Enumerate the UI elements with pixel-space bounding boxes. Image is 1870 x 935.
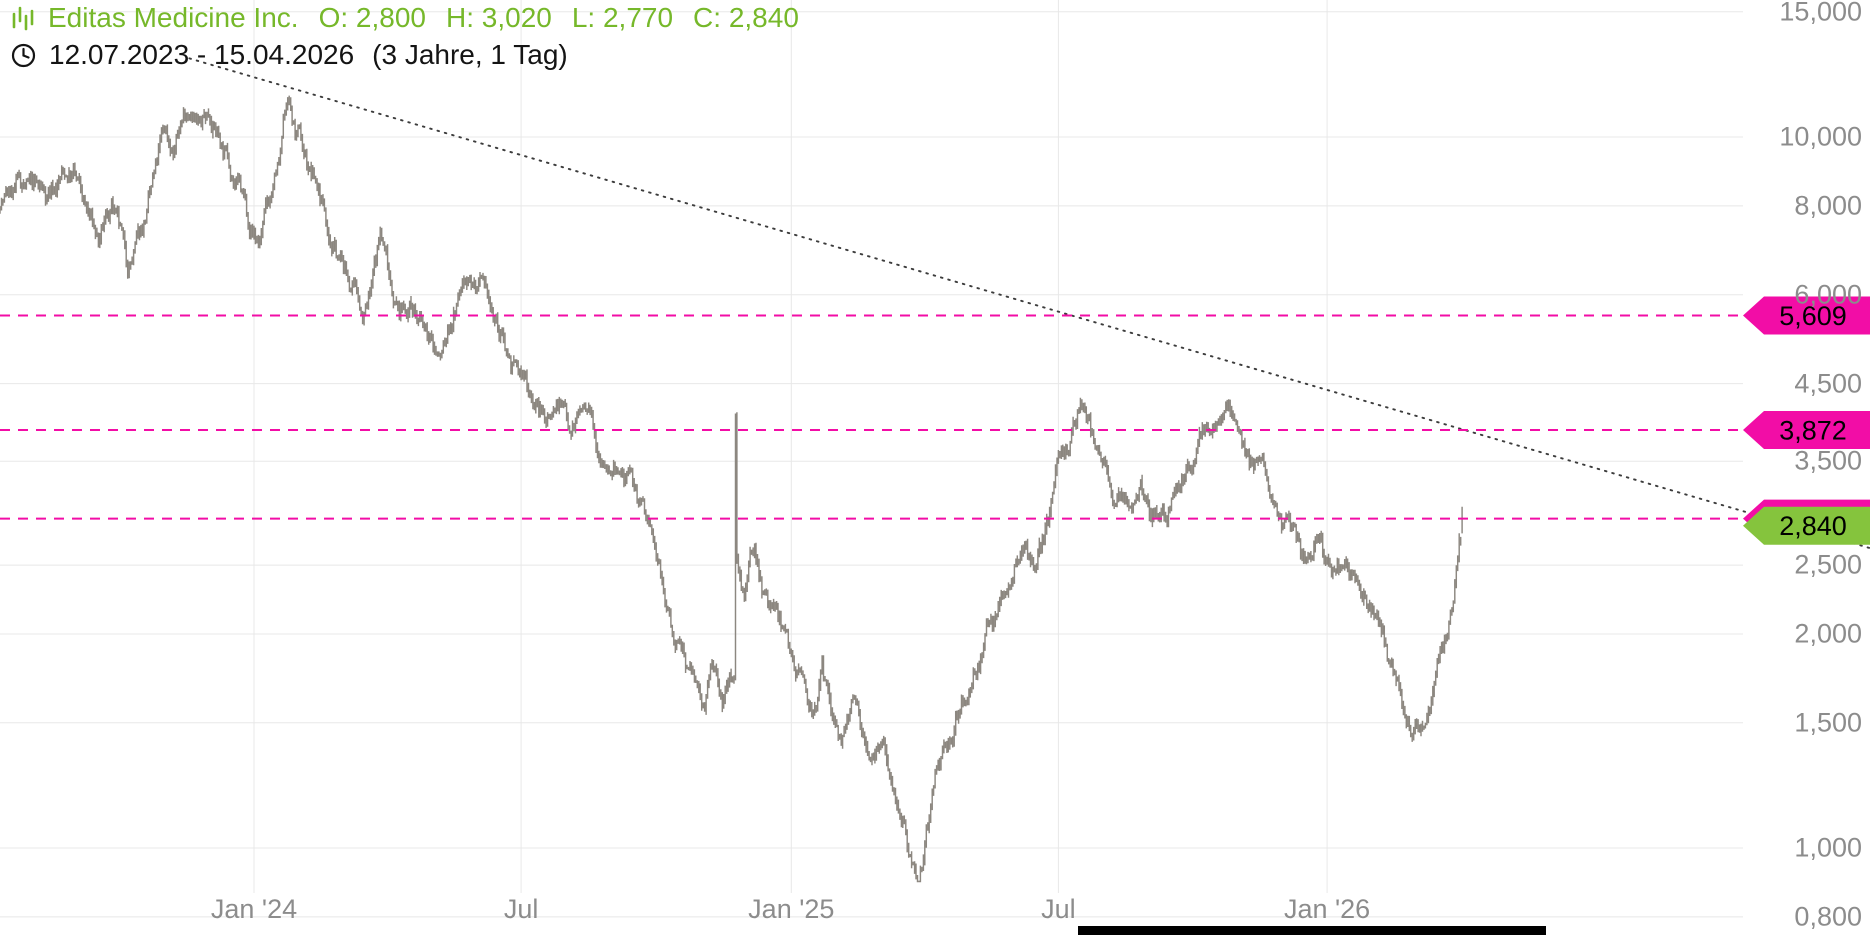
x-axis-label: Jul: [1041, 894, 1076, 924]
x-axis-label: Jan '24: [210, 894, 298, 924]
price-level-tag: 5,609: [1743, 296, 1870, 335]
y-axis-label: 4,500: [1794, 368, 1862, 399]
ohlc-close: C: 2,840: [693, 2, 799, 33]
y-axis-label: 1,000: [1794, 832, 1862, 863]
y-axis-label: 3,500: [1794, 445, 1862, 476]
price-series: [0, 95, 1463, 883]
instrument-line: Editas Medicine Inc. O: 2,800 H: 3,020 L…: [10, 2, 799, 34]
current-price-tag: 2,840: [1743, 506, 1870, 545]
x-axis-label: Jan '25: [748, 894, 835, 924]
chart-header: Editas Medicine Inc. O: 2,800 H: 3,020 L…: [10, 2, 799, 71]
ohlc-high: H: 3,020: [445, 2, 552, 33]
svg-text:3,872: 3,872: [1779, 416, 1847, 446]
x-axis-label: Jul: [503, 894, 539, 924]
y-axis-label: 8,000: [1794, 190, 1862, 221]
clock-icon: [11, 43, 36, 67]
y-axis-label: 2,000: [1794, 618, 1862, 649]
ohlc-open: O: 2,800: [318, 2, 426, 33]
y-axis-label: 1,500: [1794, 707, 1862, 738]
interval-label: (3 Jahre, 1 Tag): [372, 39, 568, 70]
range-line: 12.07.2023 - 15.04.2026 (3 Jahre, 1 Tag): [10, 39, 799, 71]
y-axis-label: 15,000: [1779, 0, 1862, 27]
svg-text:2,840: 2,840: [1779, 511, 1847, 541]
y-axis-label: 0,800: [1794, 901, 1862, 932]
instrument-name: Editas Medicine Inc.: [48, 2, 299, 33]
y-axis-label: 10,000: [1779, 121, 1862, 152]
scrollbar-thumb[interactable]: [1078, 926, 1546, 935]
x-axis-label: Jan '26: [1283, 894, 1371, 924]
trendline[interactable]: [188, 57, 1870, 550]
date-range: 12.07.2023 - 15.04.2026: [49, 39, 355, 70]
svg-text:5,609: 5,609: [1779, 301, 1847, 331]
ohlc-low: L: 2,770: [571, 2, 674, 33]
y-axis-label: 2,500: [1794, 549, 1862, 580]
price-level-tag: 3,872: [1743, 411, 1870, 449]
candlestick-chart-icon: [12, 6, 34, 31]
y-axis-label: 6,000: [1794, 279, 1862, 310]
